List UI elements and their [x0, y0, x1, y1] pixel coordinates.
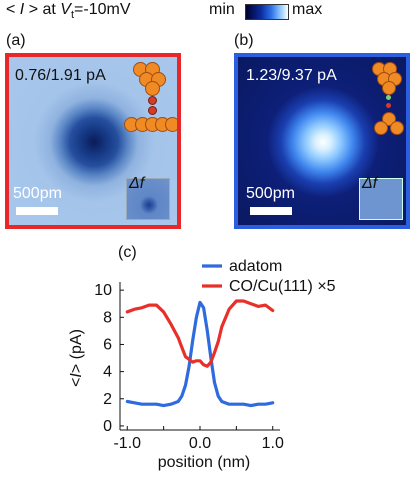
y-tick-label: 0	[103, 418, 112, 435]
panel-a-current-text: 0.76/1.91 pA	[15, 67, 106, 84]
panel-a-scalebar	[16, 207, 58, 215]
panel-b-df-label: Δf	[362, 175, 378, 192]
series-co-line	[125, 299, 275, 368]
figure-header: < I > at Vt=-10mV	[6, 1, 131, 22]
panel-b-label: (b)	[234, 32, 254, 49]
y-tick-label: 6	[103, 336, 112, 353]
y-tick-label: 8	[103, 309, 112, 326]
panel-a-label: (a)	[6, 32, 26, 49]
adatom-diagram-icon	[360, 59, 406, 139]
panel-c-label: (c)	[118, 244, 137, 261]
legend-label: adatom	[229, 258, 282, 275]
series-adatom-line	[125, 300, 275, 408]
y-tick-label: 4	[103, 364, 112, 381]
y-axis-label: <I> (pA)	[68, 329, 85, 387]
chart-legend: adatom CO/Cu(111) ×5	[202, 258, 336, 295]
panel-a-df-inset: Δf	[126, 175, 170, 220]
molecule-diagram-icon	[119, 59, 177, 139]
x-tick-label: -1.0	[113, 435, 141, 452]
x-axis-label: position (nm)	[158, 454, 250, 471]
colorbar	[245, 4, 289, 20]
x-tick-label: 1.0	[262, 435, 284, 452]
legend-label: CO/Cu(111) ×5	[229, 278, 336, 295]
panel-a-df-label: Δf	[129, 175, 145, 192]
colorbar-min-label: min	[209, 1, 235, 18]
chart-series	[125, 299, 275, 408]
colorbar-max-label: max	[292, 1, 323, 18]
panel-a-image: 0.76/1.91 pA 500pm Δf	[5, 53, 181, 229]
y-tick-label: 10	[94, 282, 112, 299]
panel-a-scalebar-label: 500pm	[13, 185, 62, 202]
panel-b-df-inset: Δf	[359, 175, 403, 220]
panel-b-current-text: 1.23/9.37 pA	[246, 67, 337, 84]
chart-axes: 0 2 4 6 8 10 -1.0 0.0 1.0 position (nm) <I> (pA)	[68, 282, 284, 471]
panel-b-image: 1.23/9.37 pA 500pm Δf	[234, 53, 410, 229]
y-tick-label: 2	[103, 391, 112, 408]
panel-b-scalebar	[250, 207, 292, 215]
x-tick-label: 0.0	[189, 435, 211, 452]
panel-b-scalebar-label: 500pm	[246, 185, 295, 202]
